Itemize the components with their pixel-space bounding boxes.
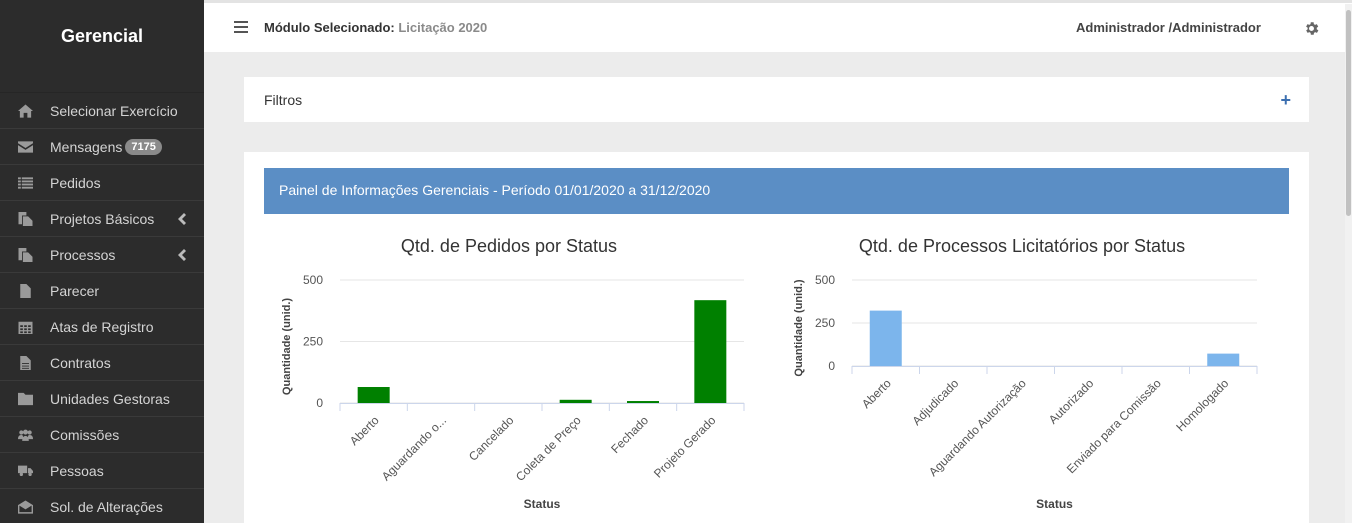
- sidebar-item-parecer[interactable]: Parecer: [0, 273, 204, 309]
- y-tick-label: 0: [316, 396, 323, 410]
- filters-panel[interactable]: Filtros +: [244, 77, 1309, 122]
- messages-count-badge: 7175: [125, 138, 162, 155]
- chart-svg: Qtd. de Pedidos por Status 0 250 500 AbertoA…: [281, 236, 745, 511]
- sidebar-item-label: Comissões: [50, 426, 120, 443]
- gear-icon[interactable]: [1303, 20, 1320, 37]
- sidebar-item-pedidos[interactable]: Pedidos: [0, 165, 204, 201]
- menu-toggle-icon[interactable]: [234, 21, 248, 33]
- sidebar-item-atas-de-registro[interactable]: Atas de Registro: [0, 309, 204, 345]
- x-axis-title: Status: [524, 497, 561, 511]
- chart-title: Qtd. de Processos Licitatórios por Statu…: [859, 236, 1185, 256]
- sidebar-item-selecionar-exercicio[interactable]: Selecionar Exercício: [0, 93, 204, 129]
- user-name[interactable]: Administrador /Administrador: [1076, 20, 1261, 35]
- y-tick-label: 250: [815, 316, 835, 330]
- sidebar-item-label: Contratos: [50, 354, 111, 371]
- chart-processos-por-status: Qtd. de Processos Licitatórios por Statu…: [780, 230, 1300, 523]
- file-icon: [17, 283, 34, 298]
- sidebar-item-projetos-basicos[interactable]: Projetos Básicos: [0, 201, 204, 237]
- filters-label: Filtros: [264, 92, 303, 108]
- y-tick-label: 500: [815, 273, 835, 287]
- x-tick-label: Projeto Gerado: [651, 413, 719, 481]
- sidebar-item-contratos[interactable]: Contratos: [0, 345, 204, 381]
- sidebar-item-label: Projetos Básicos: [50, 210, 155, 227]
- bar: [627, 401, 659, 403]
- x-tick-label: Coleta de Preço: [513, 413, 584, 484]
- brand-title: Gerencial: [0, 0, 204, 93]
- bar: [1207, 353, 1240, 366]
- bar: [357, 387, 390, 403]
- x-tick-label: Cancelado: [466, 413, 517, 464]
- x-tick-label: Aguardando o...: [379, 413, 449, 483]
- chart-title: Qtd. de Pedidos por Status: [401, 236, 617, 256]
- selected-module: Módulo Selecionado: Licitação 2020: [264, 20, 487, 35]
- dashboard-panel: Painel de Informações Gerenciais - Perío…: [244, 152, 1309, 523]
- bar: [559, 399, 592, 403]
- bar: [694, 300, 727, 403]
- topbar: Módulo Selecionado: Licitação 2020 Admin…: [204, 0, 1352, 52]
- chart-pedidos-por-status: Qtd. de Pedidos por Status 0 250 500 Aberto A…: [264, 230, 764, 523]
- sidebar-item-label: Processos: [50, 246, 116, 263]
- sidebar-item-label: Atas de Registro: [50, 318, 154, 335]
- sidebar-item-label: Mensagens: [50, 138, 123, 155]
- y-axis-title: Quantidade (unid.): [281, 298, 293, 395]
- y-axis-title: Quantidade (unid.): [793, 279, 805, 376]
- list-icon: [17, 176, 34, 190]
- sidebar-item-label: Sol. de Alterações: [50, 498, 163, 515]
- file-text-icon: [17, 355, 34, 370]
- users-icon: [17, 428, 34, 442]
- expand-filters-button[interactable]: +: [1280, 90, 1291, 110]
- home-icon: [17, 103, 34, 118]
- calendar-icon: [17, 320, 34, 334]
- truck-icon: [17, 464, 34, 478]
- sidebar-item-processos[interactable]: Processos: [0, 237, 204, 273]
- bar: [869, 310, 902, 366]
- copy-icon: [17, 211, 34, 226]
- chevron-left-icon: [178, 248, 188, 261]
- sidebar-item-label: Unidades Gestoras: [50, 390, 170, 407]
- module-label: Módulo Selecionado:: [264, 20, 395, 35]
- sidebar-item-sol-de-alteracoes[interactable]: Sol. de Alterações: [0, 489, 204, 523]
- sidebar-item-comissoes[interactable]: Comissões: [0, 417, 204, 453]
- x-tick-label: Fechado: [608, 413, 651, 456]
- sidebar-item-mensagens[interactable]: Mensagens 7175: [0, 129, 204, 165]
- sidebar-item-label: Pessoas: [50, 462, 104, 479]
- panel-title: Painel de Informações Gerenciais - Perío…: [264, 168, 1289, 214]
- envelope-open-icon: [17, 499, 34, 514]
- x-tick-label: Autorizado: [1046, 376, 1097, 427]
- x-tick-label: Aberto: [347, 413, 382, 448]
- folder-icon: [17, 392, 34, 406]
- copy-icon: [17, 247, 34, 262]
- sidebar-item-label: Parecer: [50, 282, 100, 299]
- x-tick-label: Homologado: [1173, 376, 1231, 434]
- sidebar: Gerencial Selecionar Exercício Mensagens…: [0, 0, 204, 523]
- sidebar-item-unidades-gestoras[interactable]: Unidades Gestoras: [0, 381, 204, 417]
- y-tick-label: 0: [828, 359, 835, 373]
- page-scrollbar[interactable]: [1345, 4, 1352, 523]
- x-tick-label: Adjudicado: [909, 376, 961, 428]
- x-axis-title: Status: [1036, 497, 1073, 511]
- chart-svg: Qtd. de Processos Licitatórios por Statu…: [793, 236, 1258, 511]
- x-tick-label: Aberto: [859, 376, 894, 411]
- envelope-icon: [17, 140, 34, 154]
- sidebar-item-label: Selecionar Exercício: [50, 102, 178, 119]
- y-tick-label: 250: [303, 335, 323, 349]
- scrollbar-thumb[interactable]: [1346, 10, 1351, 216]
- sidebar-menu: Selecionar Exercício Mensagens 7175 Pedi…: [0, 93, 204, 523]
- chevron-left-icon: [178, 212, 188, 225]
- y-tick-label: 500: [303, 273, 323, 287]
- sidebar-item-label: Pedidos: [50, 174, 101, 191]
- module-value: Licitação 2020: [398, 20, 488, 35]
- sidebar-item-pessoas[interactable]: Pessoas: [0, 453, 204, 489]
